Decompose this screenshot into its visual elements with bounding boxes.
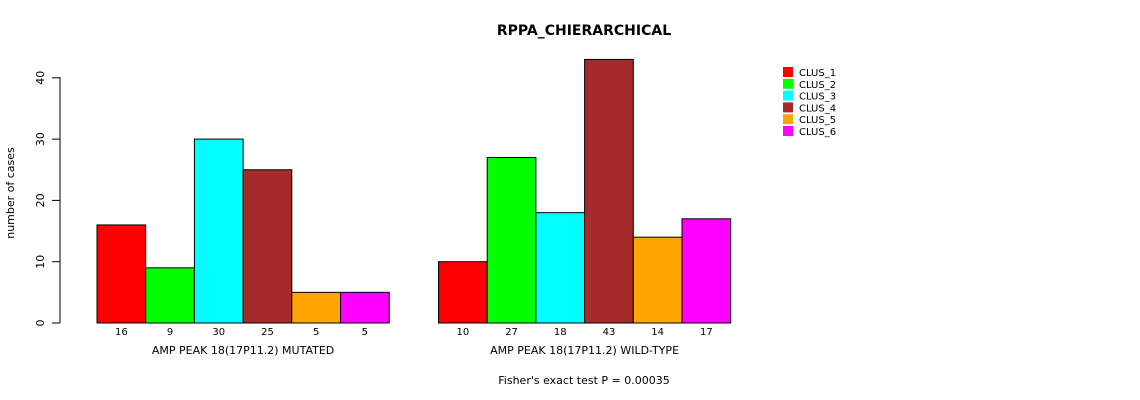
y-axis-label: number of cases xyxy=(4,147,17,239)
y-tick-label-40: 40 xyxy=(34,71,47,85)
bar-group1-clus6 xyxy=(340,291,390,324)
group-labels: AMP PEAK 18(17P11.2) MUTATED AMP PEAK 18(… xyxy=(152,344,679,357)
legend-label-clus1: CLUS_1 xyxy=(799,68,836,79)
bar-group2-clus5 xyxy=(632,236,683,324)
legend-swatch-clus1 xyxy=(783,67,793,77)
bar-group1-clus1 xyxy=(96,224,147,324)
category-labels: 16 9 30 25 5 5 10 27 18 43 14 17 xyxy=(115,327,713,338)
legend-swatch-clus2 xyxy=(783,78,793,89)
fisher-test-footnote: Fisher's exact test P = 0.00035 xyxy=(498,374,669,387)
bar-group2-clus6 xyxy=(681,218,732,324)
bar-group2-clus1 xyxy=(438,261,488,324)
bar-count-label: 5 xyxy=(313,327,319,338)
bar-group2-clus3 xyxy=(535,212,586,324)
bar-group2-clus4 xyxy=(584,58,634,324)
legend-swatch-clus3 xyxy=(783,90,793,101)
bar-count-label: 16 xyxy=(115,327,128,338)
bar-group1-clus4 xyxy=(242,169,293,324)
bar-group1-clus3 xyxy=(193,138,244,324)
legend-label-clus4: CLUS_4 xyxy=(799,103,836,114)
legend-swatch-clus5 xyxy=(783,114,793,125)
legend-swatch-clus4 xyxy=(783,102,793,113)
legend-label-clus6: CLUS_6 xyxy=(799,127,836,138)
bar-count-label: 14 xyxy=(651,327,664,338)
bar-group1-clus5 xyxy=(291,291,341,324)
legend-label-clus2: CLUS_2 xyxy=(799,80,836,91)
y-axis-ticks: 0 10 20 30 40 xyxy=(34,71,60,327)
bar-count-label: 17 xyxy=(700,327,713,338)
bar-group1-clus2 xyxy=(145,267,195,324)
y-tick-label-30: 30 xyxy=(34,132,47,146)
bar-count-label: 30 xyxy=(212,327,225,338)
bar-group2-clus2 xyxy=(486,156,537,324)
bar-count-label: 10 xyxy=(456,327,469,338)
legend-label-clus5: CLUS_5 xyxy=(799,115,836,126)
y-tick-label-0: 0 xyxy=(34,320,47,327)
bar-count-label: 25 xyxy=(261,327,274,338)
bar-count-label: 27 xyxy=(505,327,518,338)
legend-label-clus3: CLUS_3 xyxy=(799,92,836,103)
group-label-2: AMP PEAK 18(17P11.2) WILD-TYPE xyxy=(490,344,679,357)
bar-count-label: 18 xyxy=(554,327,567,338)
bar-count-label: 9 xyxy=(167,327,173,338)
bar-count-label: 5 xyxy=(362,327,368,338)
bars xyxy=(96,58,732,324)
group-label-1: AMP PEAK 18(17P11.2) MUTATED xyxy=(152,344,334,357)
legend-swatch-clus6 xyxy=(783,126,793,136)
chart-title: RPPA_CHIERARCHICAL xyxy=(497,23,671,39)
y-tick-label-10: 10 xyxy=(34,255,47,269)
bar-count-label: 43 xyxy=(603,327,616,338)
y-tick-label-20: 20 xyxy=(34,193,47,207)
